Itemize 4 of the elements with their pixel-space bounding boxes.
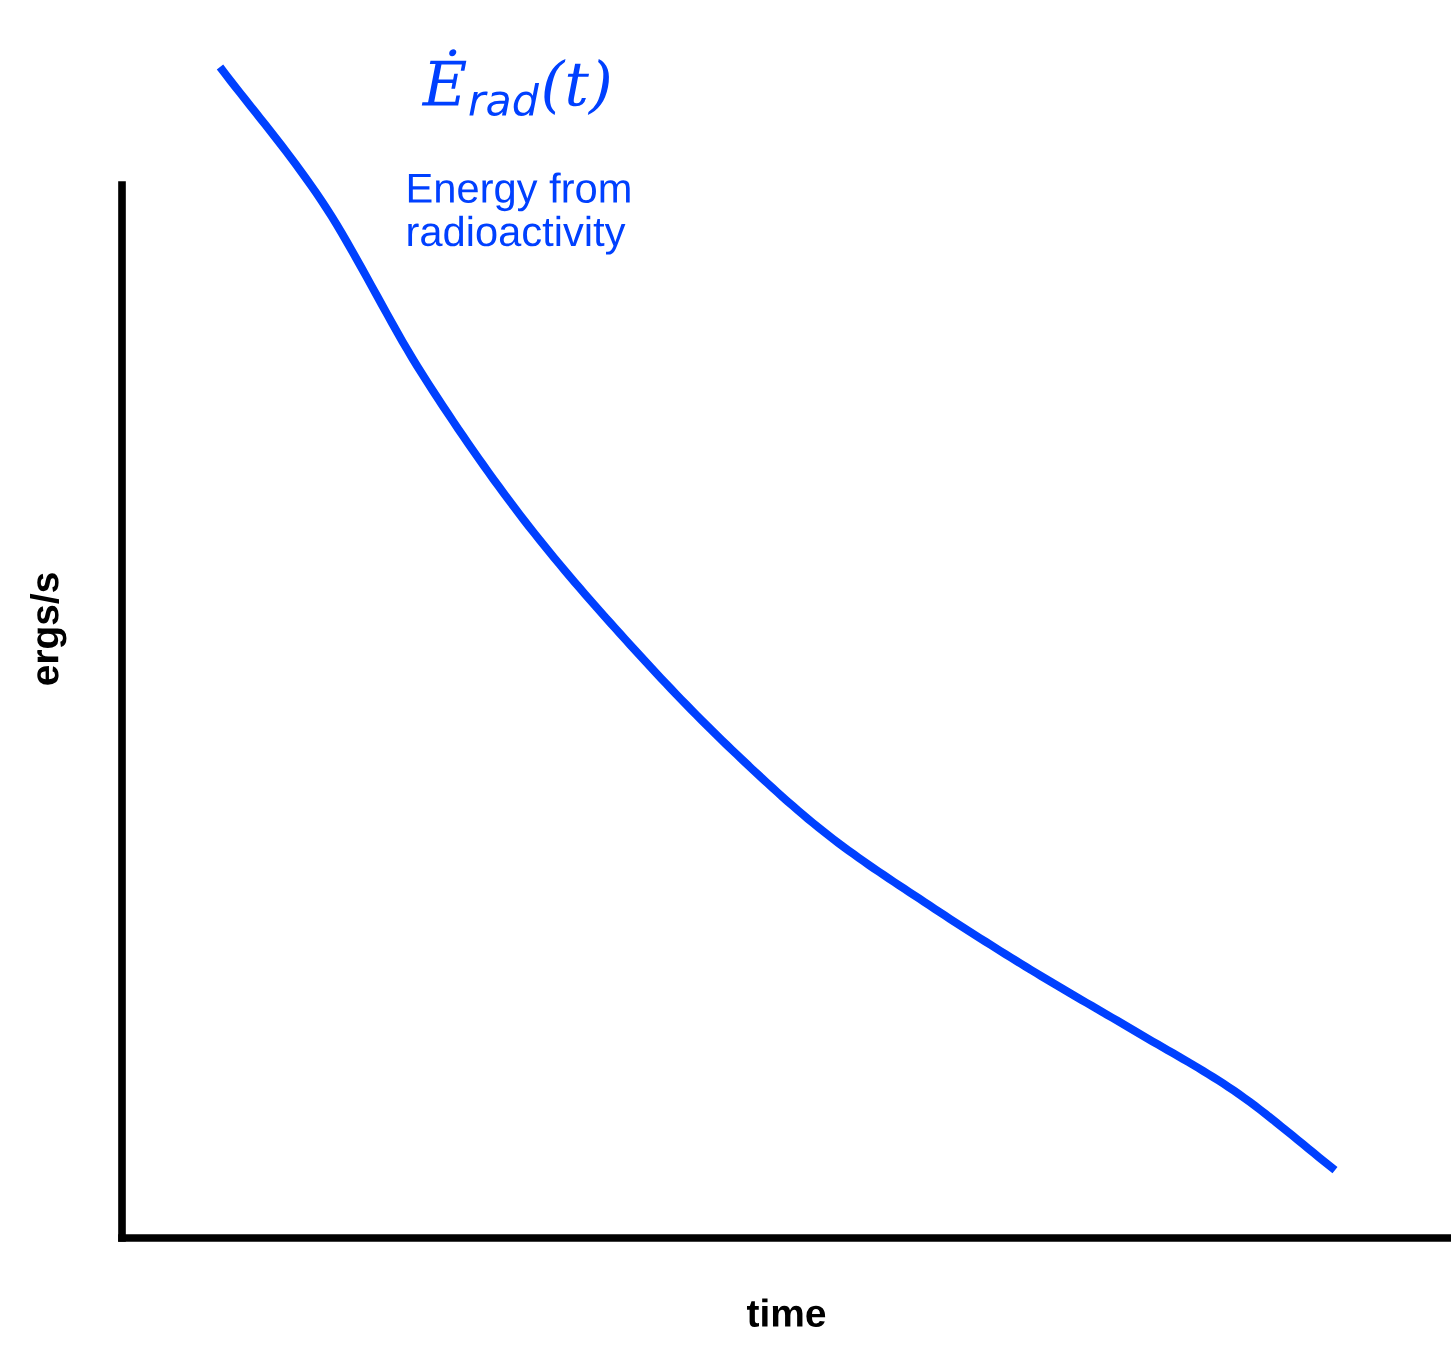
- y-axis-title: ergs/s: [30, 573, 67, 685]
- text: Ė$_{rad}$(t): [421, 49, 609, 117]
- annotation: Energy from radioactivity: [408, 172, 630, 255]
- x-axis-title: time: [746, 1298, 826, 1327]
